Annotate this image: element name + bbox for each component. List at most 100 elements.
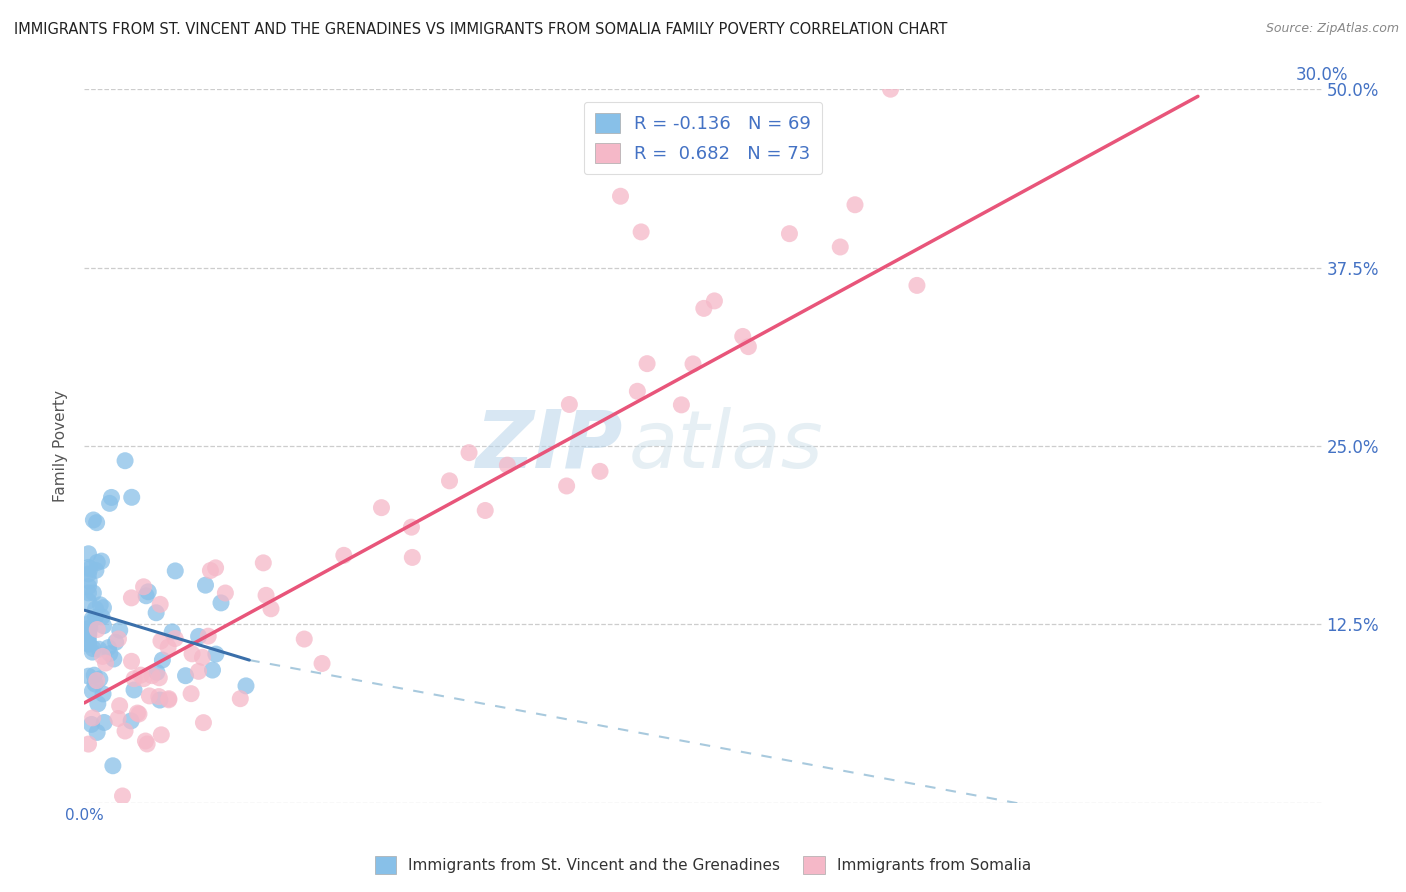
Point: [77, 737, 100, 751]
Point: [209, 596, 232, 610]
Point: [84, 677, 107, 691]
Point: [82, 641, 104, 656]
Point: [108, 698, 131, 713]
Point: [97, 640, 120, 655]
Point: [157, 693, 180, 707]
Point: [86, 623, 108, 637]
Point: [370, 500, 392, 515]
Point: [235, 679, 257, 693]
Point: [260, 602, 283, 616]
Point: [103, 652, 125, 666]
Point: [108, 624, 131, 638]
Point: [200, 564, 222, 578]
Point: [830, 240, 852, 254]
Point: [127, 706, 149, 720]
Point: [165, 564, 187, 578]
Point: [205, 647, 228, 661]
Point: [157, 640, 180, 655]
Point: [79, 562, 101, 576]
Point: [136, 737, 159, 751]
Point: [77, 632, 100, 647]
Point: [77, 622, 100, 636]
Point: [333, 549, 356, 563]
Point: [93, 600, 115, 615]
Point: [122, 672, 145, 686]
Point: [104, 635, 127, 649]
Text: Source: ZipAtlas.com: Source: ZipAtlas.com: [1265, 22, 1399, 36]
Point: [89, 672, 111, 686]
Point: [180, 687, 202, 701]
Point: [120, 714, 142, 728]
Point: [157, 691, 180, 706]
Legend: R = -0.136   N = 69, R =  0.682   N = 73: R = -0.136 N = 69, R = 0.682 N = 73: [583, 102, 823, 174]
Point: [86, 725, 108, 739]
Point: [82, 711, 104, 725]
Point: [107, 632, 129, 646]
Point: [149, 693, 172, 707]
Point: [120, 591, 142, 605]
Point: [93, 619, 115, 633]
Point: [80, 717, 103, 731]
Point: [149, 597, 172, 611]
Point: [107, 711, 129, 725]
Point: [128, 706, 150, 721]
Point: [146, 665, 169, 680]
Point: [87, 697, 110, 711]
Point: [174, 669, 197, 683]
Point: [214, 586, 236, 600]
Point: [311, 657, 333, 671]
Point: [474, 503, 496, 517]
Point: [204, 561, 226, 575]
Point: [77, 669, 100, 683]
Point: [77, 627, 100, 641]
Point: [114, 724, 136, 739]
Point: [439, 474, 461, 488]
Point: [191, 650, 214, 665]
Point: [98, 647, 121, 661]
Text: IMMIGRANTS FROM ST. VINCENT AND THE GRENADINES VS IMMIGRANTS FROM SOMALIA FAMILY: IMMIGRANTS FROM ST. VINCENT AND THE GREN…: [14, 22, 948, 37]
Point: [77, 574, 100, 588]
Point: [87, 642, 110, 657]
Point: [91, 610, 114, 624]
Point: [82, 513, 104, 527]
Point: [114, 454, 136, 468]
Point: [181, 647, 204, 661]
Point: [80, 612, 103, 626]
Point: [401, 520, 423, 534]
Point: [100, 491, 122, 505]
Point: [82, 586, 104, 600]
Point: [129, 668, 152, 682]
Point: [101, 758, 124, 772]
Point: [879, 82, 901, 96]
Point: [77, 637, 100, 651]
Point: [558, 397, 581, 411]
Point: [77, 636, 100, 650]
Point: [135, 589, 157, 603]
Point: [138, 689, 160, 703]
Point: [201, 663, 224, 677]
Point: [160, 624, 183, 639]
Point: [626, 384, 648, 399]
Point: [79, 622, 101, 636]
Point: [141, 668, 163, 682]
Point: [79, 615, 101, 630]
Point: [89, 598, 111, 612]
Point: [731, 329, 754, 343]
Point: [86, 516, 108, 530]
Point: [229, 691, 252, 706]
Point: [77, 594, 100, 608]
Point: [636, 357, 658, 371]
Point: [165, 632, 187, 646]
Point: [77, 547, 100, 561]
Point: [90, 554, 112, 568]
Point: [145, 606, 167, 620]
Point: [150, 653, 173, 667]
Point: [401, 550, 423, 565]
Point: [555, 479, 578, 493]
Point: [148, 671, 170, 685]
Point: [132, 580, 155, 594]
Point: [149, 634, 172, 648]
Legend: Immigrants from St. Vincent and the Grenadines, Immigrants from Somalia: Immigrants from St. Vincent and the Gren…: [368, 850, 1038, 880]
Point: [132, 672, 155, 686]
Point: [682, 357, 704, 371]
